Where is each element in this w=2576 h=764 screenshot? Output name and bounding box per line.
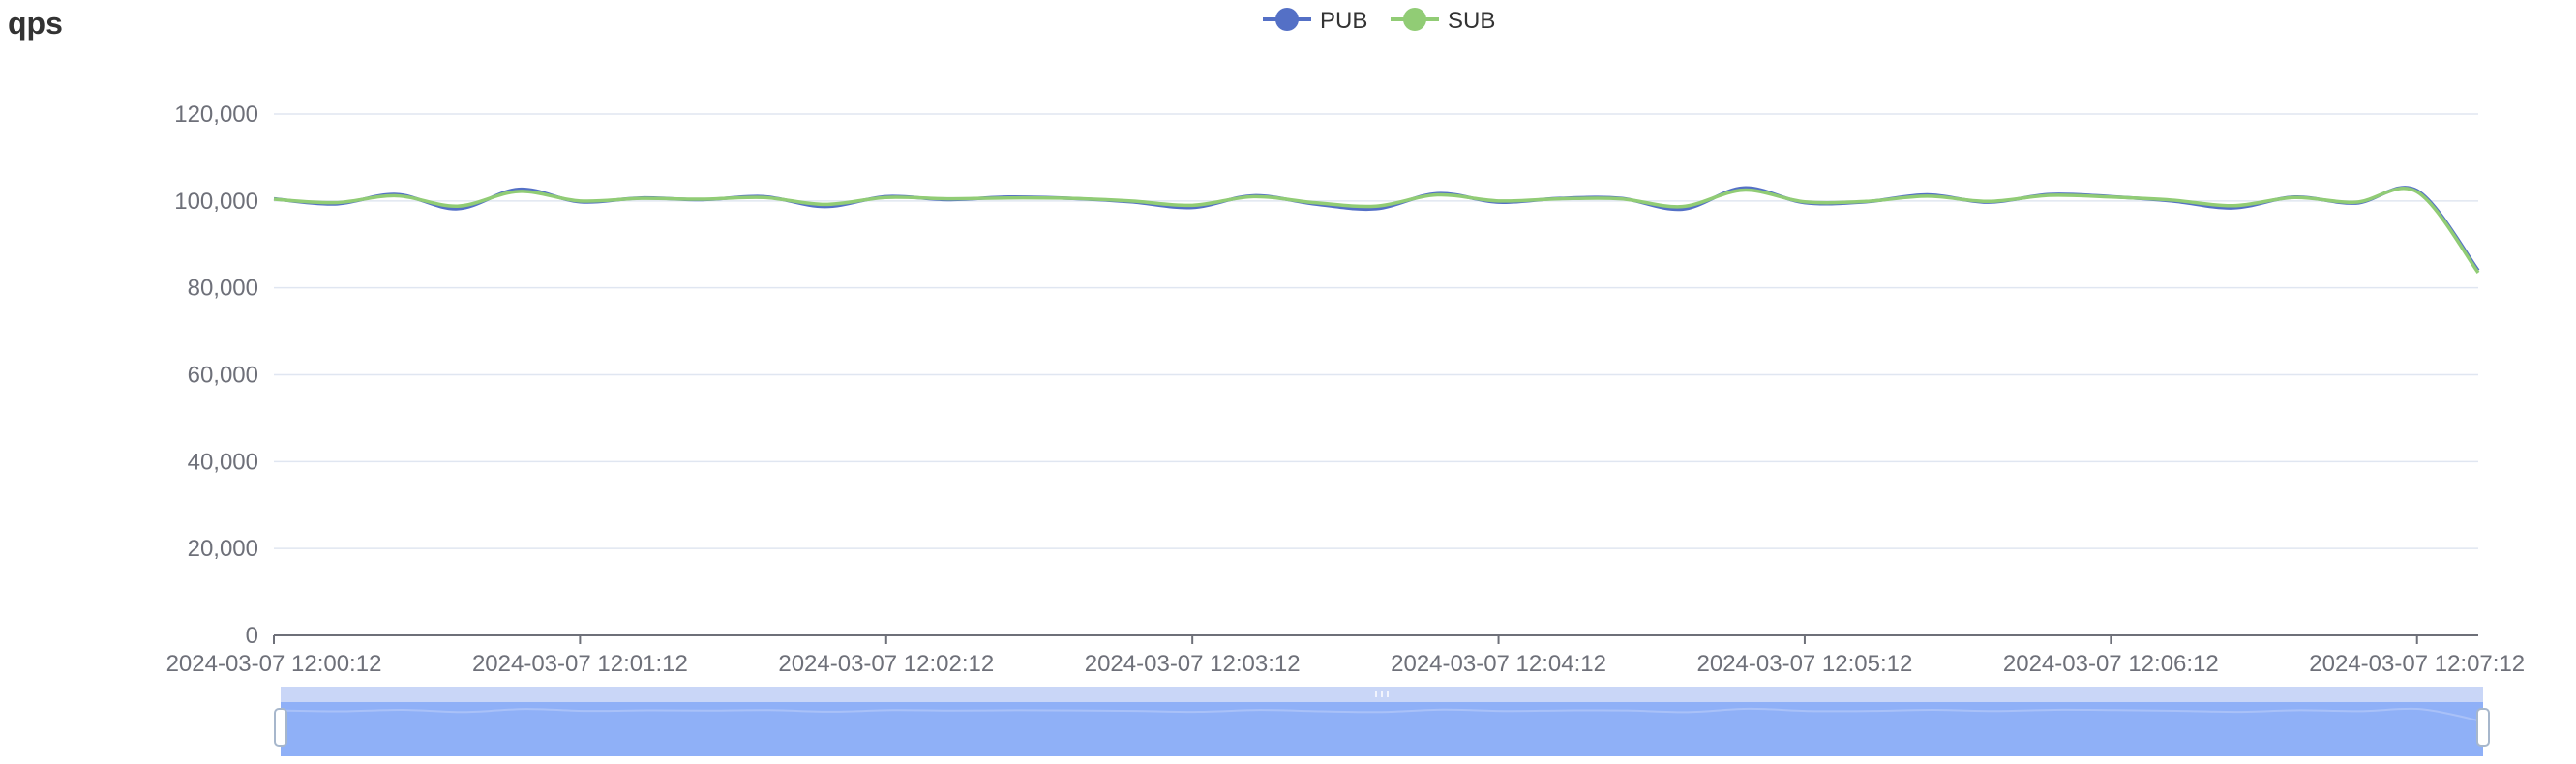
zoom-handle-right[interactable] — [2476, 708, 2490, 747]
y-tick-label: 0 — [246, 623, 258, 649]
x-tick-label: 2024-03-07 12:03:12 — [1085, 651, 1301, 677]
y-tick-label: 80,000 — [188, 276, 258, 302]
legend-item-sub[interactable]: SUB — [1391, 8, 1495, 34]
legend-label: SUB — [1448, 8, 1495, 34]
series-line-sub — [273, 187, 2480, 275]
series-layer — [273, 186, 2480, 275]
zoom-handle-left[interactable] — [274, 708, 287, 747]
y-tick-label: 100,000 — [174, 189, 258, 215]
x-tick-label: 2024-03-07 12:01:12 — [472, 651, 688, 677]
y-tick-label: 20,000 — [188, 536, 258, 562]
y-tick-label: 60,000 — [188, 363, 258, 389]
y-axis: 0 20,000 40,000 60,000 80,000 100,000 120,000 — [174, 102, 258, 649]
zoom-overview-line — [280, 707, 2484, 723]
x-tick-label: 2024-03-07 12:00:12 — [166, 651, 382, 677]
x-tick-label: 2024-03-07 12:02:12 — [778, 651, 994, 677]
x-axis: 2024-03-07 12:00:12 2024-03-07 12:01:12 20… — [166, 634, 2525, 677]
x-tick-label: 2024-03-07 12:07:12 — [2309, 651, 2525, 677]
legend[interactable]: PUB SUB — [1263, 8, 1495, 34]
legend-label: PUB — [1320, 8, 1367, 34]
x-tick-label: 2024-03-07 12:05:12 — [1697, 651, 1913, 677]
legend-item-pub[interactable]: PUB — [1263, 8, 1367, 34]
y-tick-label: 120,000 — [174, 102, 258, 128]
y-tick-label: 40,000 — [188, 449, 258, 475]
x-tick-label: 2024-03-07 12:04:12 — [1391, 651, 1606, 677]
grid-lines — [274, 113, 2478, 549]
chart-title: qps — [8, 6, 63, 41]
x-tick-label: 2024-03-07 12:06:12 — [2003, 651, 2219, 677]
legend-marker-icon — [1403, 8, 1426, 31]
legend-marker-icon — [1275, 8, 1299, 31]
data-zoom-slider[interactable] — [274, 687, 2490, 756]
